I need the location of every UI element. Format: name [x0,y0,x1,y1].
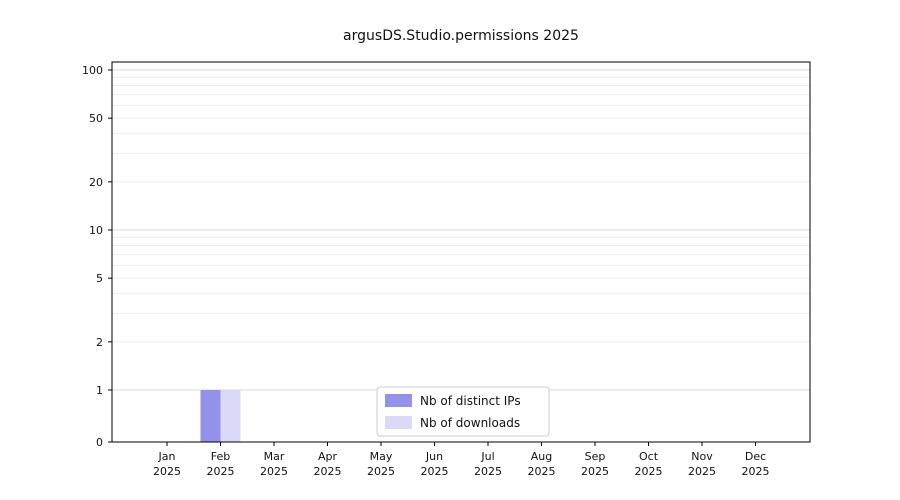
y-tick-label: 50 [89,112,103,125]
y-tick-label: 20 [89,176,103,189]
x-tick-label-year: 2025 [314,465,342,478]
x-tick-label-year: 2025 [635,465,663,478]
chart-title: argusDS.Studio.permissions 2025 [343,28,579,44]
y-tick-label: 1 [96,384,103,397]
legend-swatch-series0 [385,394,412,407]
x-tick-label-year: 2025 [421,465,449,478]
y-tick-label: 2 [96,336,103,349]
x-tick-label-year: 2025 [153,465,181,478]
legend-swatch-series1 [385,416,412,429]
x-tick-label-year: 2025 [581,465,609,478]
x-tick-label-month: Nov [691,450,713,463]
y-tick-label: 100 [82,64,103,77]
legend-label-series0: Nb of distinct IPs [420,394,521,408]
x-tick-label-year: 2025 [528,465,556,478]
x-tick-label-month: Jun [425,450,443,463]
y-tick-label: 0 [96,436,103,449]
x-tick-label-month: Apr [318,450,338,463]
plot-border [111,61,811,443]
x-tick-label-month: Dec [745,450,766,463]
y-tick-label: 5 [96,272,103,285]
x-tick-label-year: 2025 [207,465,235,478]
bar-feb-series0 [200,390,221,442]
y-tick-label: 10 [89,224,103,237]
x-tick-label-year: 2025 [260,465,288,478]
x-tick-label-month: Feb [211,450,230,463]
legend-box [376,386,550,437]
x-tick-label-month: Jan [158,450,176,463]
x-tick-label-year: 2025 [367,465,395,478]
x-tick-label-year: 2025 [474,465,502,478]
x-tick-label-year: 2025 [688,465,716,478]
x-tick-label-month: Jul [480,450,494,463]
x-tick-label-month: Aug [531,450,552,463]
x-tick-label-month: Sep [585,450,606,463]
x-tick-label-month: May [370,450,393,463]
bar-feb-series1 [220,390,241,442]
x-tick-label-month: Mar [264,450,285,463]
legend-label-series1: Nb of downloads [420,416,520,430]
x-tick-label-month: Oct [639,450,659,463]
x-tick-label-year: 2025 [742,465,770,478]
